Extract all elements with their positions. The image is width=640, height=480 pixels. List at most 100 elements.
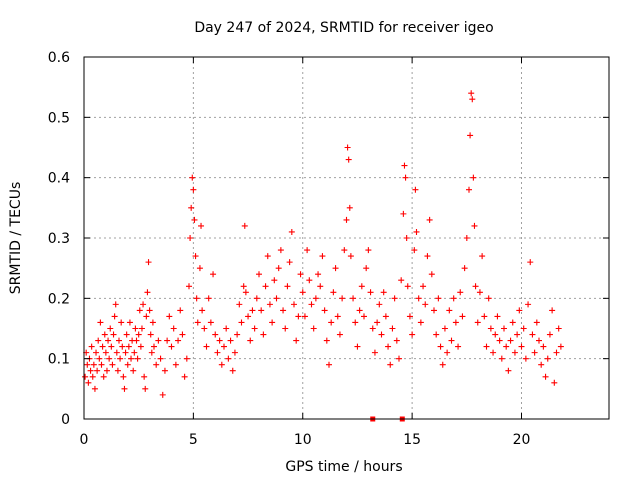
data-point <box>344 144 351 151</box>
grid-layer <box>84 57 609 419</box>
data-point <box>412 186 419 193</box>
points-layer <box>82 90 564 422</box>
x-tick-label: 5 <box>189 432 198 448</box>
data-point <box>229 367 236 374</box>
data-point <box>284 283 291 290</box>
data-point <box>426 216 433 223</box>
data-point <box>179 331 186 338</box>
data-point <box>125 343 132 350</box>
data-point <box>142 385 149 392</box>
y-axis-label: SRMTID / TECUs <box>8 182 24 295</box>
data-point <box>118 319 125 326</box>
data-point <box>481 313 488 320</box>
data-point <box>216 337 223 344</box>
data-point <box>186 283 192 290</box>
data-point <box>441 325 448 332</box>
data-point <box>96 355 103 362</box>
data-point <box>518 343 525 350</box>
data-point <box>469 96 476 103</box>
data-point <box>389 325 396 332</box>
data-point <box>168 343 175 350</box>
data-point <box>121 385 128 392</box>
data-point <box>111 313 118 320</box>
data-point <box>93 349 100 356</box>
y-tick-label: 0.6 <box>48 50 70 66</box>
data-point <box>479 253 486 260</box>
data-point <box>101 331 108 338</box>
data-point <box>382 313 389 320</box>
data-point <box>159 391 166 398</box>
data-point <box>240 283 247 290</box>
data-point <box>546 331 553 338</box>
data-point <box>533 319 540 326</box>
data-point <box>91 385 98 392</box>
data-point <box>231 349 238 356</box>
data-point <box>555 325 562 332</box>
data-point <box>525 301 532 308</box>
data-point <box>306 277 313 284</box>
data-point <box>140 301 147 308</box>
data-point <box>339 295 346 302</box>
data-point <box>130 367 137 374</box>
data-point <box>161 367 168 374</box>
data-point <box>266 301 273 308</box>
data-point <box>503 343 510 350</box>
data-point <box>187 235 194 241</box>
data-point <box>492 331 499 338</box>
data-point <box>251 325 258 332</box>
data-point <box>241 222 248 229</box>
data-point <box>245 313 252 320</box>
data-point <box>345 156 352 163</box>
data-point <box>466 186 472 193</box>
data-point <box>507 337 514 344</box>
data-point <box>446 307 453 314</box>
data-point <box>192 253 199 260</box>
data-point <box>164 337 171 344</box>
data-point <box>280 307 287 314</box>
data-point <box>262 283 269 290</box>
data-point <box>172 361 179 368</box>
data-point <box>203 343 210 350</box>
data-point <box>131 349 138 356</box>
data-point <box>256 271 262 278</box>
data-point <box>352 319 359 326</box>
data-point <box>551 379 558 386</box>
data-point <box>132 325 139 332</box>
data-point <box>114 367 121 374</box>
data-point <box>522 355 529 362</box>
data-point <box>336 331 343 338</box>
data-point <box>253 295 260 302</box>
data-point <box>273 295 280 302</box>
y-tick-label: 0 <box>61 412 70 428</box>
data-point <box>134 355 141 362</box>
data-point <box>470 174 477 181</box>
data-point <box>260 331 267 338</box>
y-tick-label: 0.5 <box>48 110 70 126</box>
data-point <box>299 289 306 296</box>
data-point <box>109 361 116 368</box>
y-tick-label: 0.2 <box>48 291 70 307</box>
data-point <box>89 373 96 380</box>
data-point <box>123 331 130 338</box>
data-point <box>350 295 357 302</box>
data-point <box>435 295 442 302</box>
data-point <box>308 301 315 308</box>
data-point <box>147 331 154 338</box>
data-point <box>247 337 254 344</box>
data-point <box>201 325 208 332</box>
data-point <box>527 259 534 266</box>
data-point <box>295 313 302 320</box>
data-point <box>341 247 348 254</box>
data-point <box>106 355 113 362</box>
data-point <box>177 307 184 314</box>
data-point <box>94 367 101 374</box>
data-point <box>99 343 106 350</box>
data-point <box>264 253 271 260</box>
data-point <box>275 265 282 272</box>
data-point <box>516 307 523 314</box>
data-point <box>258 307 265 314</box>
data-point <box>188 204 195 211</box>
data-point <box>404 283 411 290</box>
y-tick-label: 0.3 <box>48 231 70 247</box>
chart-title: Day 247 of 2024, SRMTID for receiver ige… <box>194 20 493 36</box>
